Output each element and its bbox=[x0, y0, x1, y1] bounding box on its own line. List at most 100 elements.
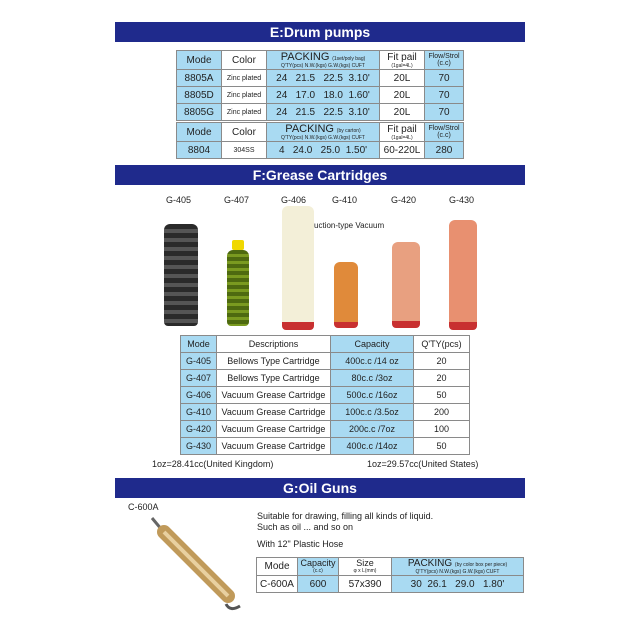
header-fit-pail: Fit pail (1gal=4L) bbox=[379, 122, 425, 142]
header-capacity: Capacity bbox=[330, 335, 414, 353]
cartridge-g405-image bbox=[164, 224, 198, 326]
cartridge-g407-cap bbox=[232, 240, 244, 250]
header-mode: Mode bbox=[176, 122, 222, 142]
header-capacity: Capacity (c.c) bbox=[297, 557, 339, 576]
oil-gun-desc-3: With 12" Plastic Hose bbox=[257, 539, 344, 549]
cell-fit: 60-220L bbox=[379, 141, 425, 159]
cartridge-label: G-420 bbox=[391, 195, 417, 205]
cell-mode: 8804 bbox=[176, 141, 222, 159]
cartridge-g420-image bbox=[392, 242, 420, 328]
cell-color: Zinc plated bbox=[221, 69, 267, 87]
vacuum-note: suction-type Vacuum bbox=[310, 221, 385, 230]
cell-flow: 70 bbox=[424, 103, 464, 121]
cell-mode: G-410 bbox=[180, 403, 217, 421]
header-flow: Flow/Strol (c.c) bbox=[424, 50, 464, 70]
drum-pump-8804-table: Mode Color PACKING (by carton) Q'TY(pcs) … bbox=[176, 122, 464, 159]
note-us-ounce: 1oz=29.57cc(United States) bbox=[367, 459, 479, 469]
cell-mode: G-406 bbox=[180, 386, 217, 404]
cell-flow: 280 bbox=[424, 141, 464, 159]
section-header-oil-guns: G:Oil Guns bbox=[115, 478, 525, 498]
cell-packing: 24 21.5 22.5 3.10' bbox=[266, 103, 380, 121]
cell-qty: 50 bbox=[413, 386, 470, 404]
drum-pumps-table: Mode Color PACKING (1set/poly bag) Q'TY(p… bbox=[176, 50, 464, 121]
section-header-drum-pumps: E:Drum pumps bbox=[115, 22, 525, 42]
header-fit-pail: Fit pail (1gal=4L) bbox=[379, 50, 425, 70]
cartridge-label: G-410 bbox=[332, 195, 358, 205]
cell-capacity: 600 bbox=[297, 575, 339, 593]
cell-description: Vacuum Grease Cartridge bbox=[216, 386, 331, 404]
grease-cartridges-table: Mode Descriptions Capacity Q'TY(pcs) G-405 B… bbox=[180, 335, 470, 455]
cell-packing: 24 21.5 22.5 3.10' bbox=[266, 69, 380, 87]
cell-packing: 30 26.1 29.0 1.80' bbox=[391, 575, 524, 593]
cell-packing: 4 24.0 25.0 1.50' bbox=[266, 141, 380, 159]
cell-description: Bellows Type Cartridge bbox=[216, 369, 331, 387]
cell-color: Zinc plated bbox=[221, 86, 267, 104]
cell-qty: 20 bbox=[413, 352, 470, 370]
oil-gun-table: Mode Capacity (c.c) Size φ x L(mm) PACKING… bbox=[256, 557, 524, 593]
cell-mode: G-420 bbox=[180, 420, 217, 438]
cartridge-g407-image bbox=[227, 250, 249, 326]
header-mode: Mode bbox=[176, 50, 222, 70]
table-row: 8804 304SS 4 24.0 25.0 1.50' 60-220L 280 bbox=[176, 141, 464, 159]
section-header-grease-cartridges: F:Grease Cartridges bbox=[115, 165, 525, 185]
header-mode: Mode bbox=[256, 557, 298, 576]
header-size: Size φ x L(mm) bbox=[338, 557, 392, 576]
cell-mode: 8805D bbox=[176, 86, 222, 104]
cell-flow: 70 bbox=[424, 86, 464, 104]
cell-mode: G-407 bbox=[180, 369, 217, 387]
cell-description: Vacuum Grease Cartridge bbox=[216, 437, 331, 455]
cell-packing: 24 17.0 18.0 1.60' bbox=[266, 86, 380, 104]
table-row: G-430 Vacuum Grease Cartridge 400c.c /14oz… bbox=[180, 437, 470, 455]
cell-mode: G-405 bbox=[180, 352, 217, 370]
header-qty: Q'TY(pcs) bbox=[413, 335, 470, 353]
cell-capacity: 500c.c /16oz bbox=[330, 386, 414, 404]
cell-capacity: 400c.c /14oz bbox=[330, 437, 414, 455]
header-color: Color bbox=[221, 122, 267, 142]
table-row: 8805D Zinc plated 24 17.0 18.0 1.60' 20L 70 bbox=[176, 86, 464, 104]
cartridge-label: G-407 bbox=[224, 195, 250, 205]
cell-description: Vacuum Grease Cartridge bbox=[216, 420, 331, 438]
cell-fit: 20L bbox=[379, 86, 425, 104]
cell-capacity: 100c.c /3.5oz bbox=[330, 403, 414, 421]
header-packing: PACKING (by carton) Q'TY(pcs) N.W.(kgs) G… bbox=[266, 122, 380, 142]
cell-capacity: 400c.c /14 oz bbox=[330, 352, 414, 370]
header-packing: PACKING (1set/poly bag) Q'TY(pcs) N.W.(kg… bbox=[266, 50, 380, 70]
cell-qty: 100 bbox=[413, 420, 470, 438]
cell-mode: 8805G bbox=[176, 103, 222, 121]
table-row: C-600A 600 57x390 30 26.1 29.0 1.80' bbox=[256, 575, 524, 593]
note-uk-ounce: 1oz=28.41cc(United Kingdom) bbox=[152, 459, 274, 469]
cell-qty: 200 bbox=[413, 403, 470, 421]
cell-color: 304SS bbox=[221, 141, 267, 159]
table-row: G-410 Vacuum Grease Cartridge 100c.c /3.5o… bbox=[180, 403, 470, 421]
oil-gun-label: C-600A bbox=[128, 502, 159, 512]
table-row: 8805G Zinc plated 24 21.5 22.5 3.10' 20L 70 bbox=[176, 103, 464, 121]
table-row: G-407 Bellows Type Cartridge 80c.c /3oz 20 bbox=[180, 369, 470, 387]
table-row: G-405 Bellows Type Cartridge 400c.c /14 oz… bbox=[180, 352, 470, 370]
header-packing: PACKING (by color box per piece) Q'TY(pcs… bbox=[391, 557, 524, 576]
cell-qty: 50 bbox=[413, 437, 470, 455]
cartridge-g430-image bbox=[449, 220, 477, 330]
cartridge-g406-image bbox=[282, 206, 314, 330]
table-row: G-420 Vacuum Grease Cartridge 200c.c /7oz 1… bbox=[180, 420, 470, 438]
oil-gun-image bbox=[150, 517, 241, 611]
cartridge-label: G-405 bbox=[166, 195, 192, 205]
cell-mode: 8805A bbox=[176, 69, 222, 87]
oil-gun-desc-1: Suitable for drawing, filling all kinds … bbox=[257, 511, 434, 521]
header-descriptions: Descriptions bbox=[216, 335, 331, 353]
table-row: G-406 Vacuum Grease Cartridge 500c.c /16oz… bbox=[180, 386, 470, 404]
cell-color: Zinc plated bbox=[221, 103, 267, 121]
header-color: Color bbox=[221, 50, 267, 70]
cell-size: 57x390 bbox=[338, 575, 392, 593]
cell-capacity: 80c.c /3oz bbox=[330, 369, 414, 387]
cell-qty: 20 bbox=[413, 369, 470, 387]
cell-fit: 20L bbox=[379, 103, 425, 121]
cartridge-label: G-430 bbox=[449, 195, 475, 205]
cell-flow: 70 bbox=[424, 69, 464, 87]
cell-mode: G-430 bbox=[180, 437, 217, 455]
cell-description: Vacuum Grease Cartridge bbox=[216, 403, 331, 421]
table-row: 8805A Zinc plated 24 21.5 22.5 3.10' 20L 70 bbox=[176, 69, 464, 87]
cell-capacity: 200c.c /7oz bbox=[330, 420, 414, 438]
cartridge-g410-image bbox=[334, 262, 358, 328]
cell-mode: C-600A bbox=[256, 575, 298, 593]
